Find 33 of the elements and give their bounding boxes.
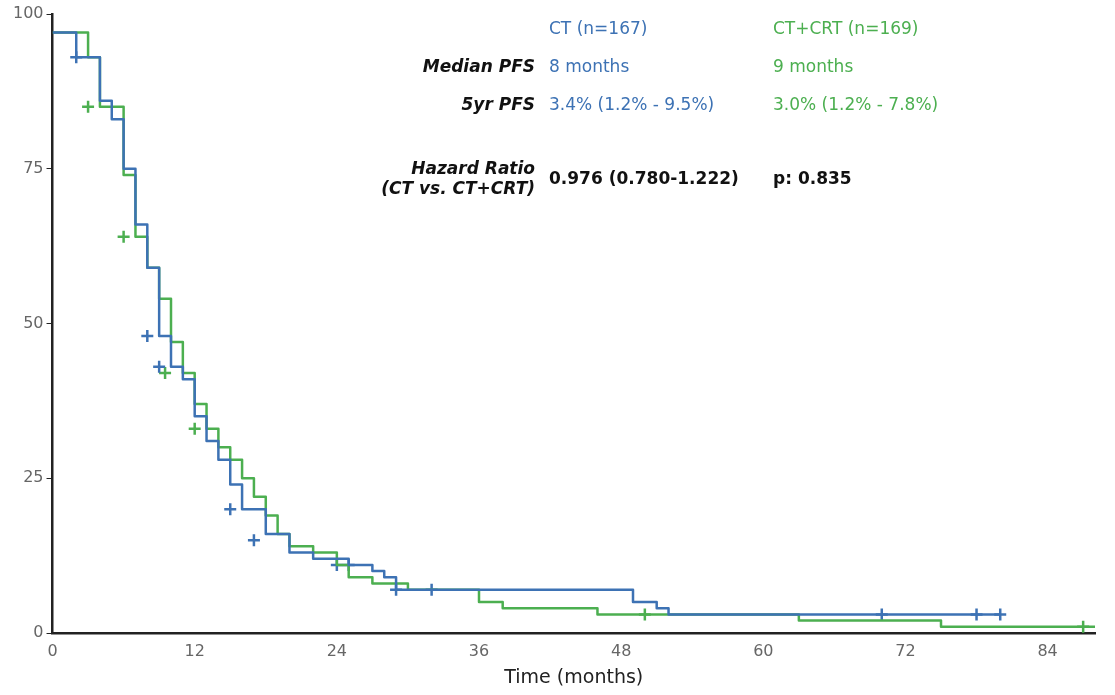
annotation: p: 0.835 — [773, 168, 853, 188]
point — [187, 421, 202, 436]
point — [157, 365, 173, 381]
point — [222, 501, 238, 517]
point — [80, 99, 96, 115]
point — [116, 229, 131, 245]
x-tick-label: 60 — [753, 640, 774, 660]
annotation: Median PFS — [421, 56, 535, 76]
point — [140, 328, 155, 344]
y-tick-label: 50 — [23, 312, 44, 332]
annotation: 8 months — [549, 56, 631, 76]
annotation: 0.976 (0.780-1.222) — [549, 168, 740, 188]
x-tick-label: 12 — [184, 640, 205, 660]
annotation: Hazard Ratio (CT vs. CT+CRT) — [380, 158, 535, 198]
annotation: 9 months — [773, 56, 855, 76]
y-tick-label: 100 — [12, 3, 44, 23]
y-tick-label: 25 — [23, 467, 44, 487]
text: CT+CRT (n=169) — [773, 18, 920, 38]
x-tick-label: 0 — [47, 640, 58, 660]
annotation: 3.4% (1.2% - 9.5%) — [549, 94, 716, 114]
x-tick-label: 36 — [468, 640, 490, 660]
x-tick-label: 48 — [610, 640, 632, 660]
annotation: 3.0% (1.2% - 7.8%) — [773, 94, 940, 114]
y-tick-label: 0 — [33, 622, 44, 642]
x-axis-title: Time (months) — [503, 664, 644, 687]
y-tick-label: 75 — [23, 157, 44, 177]
point — [246, 532, 262, 548]
x-tick-label: 24 — [326, 640, 348, 660]
point — [151, 359, 167, 375]
x-tick-label: 84 — [1037, 640, 1058, 660]
x-tick-label: 72 — [895, 640, 916, 660]
text: CT (n=167) — [549, 18, 649, 38]
annotation: 5yr PFS — [460, 94, 535, 114]
